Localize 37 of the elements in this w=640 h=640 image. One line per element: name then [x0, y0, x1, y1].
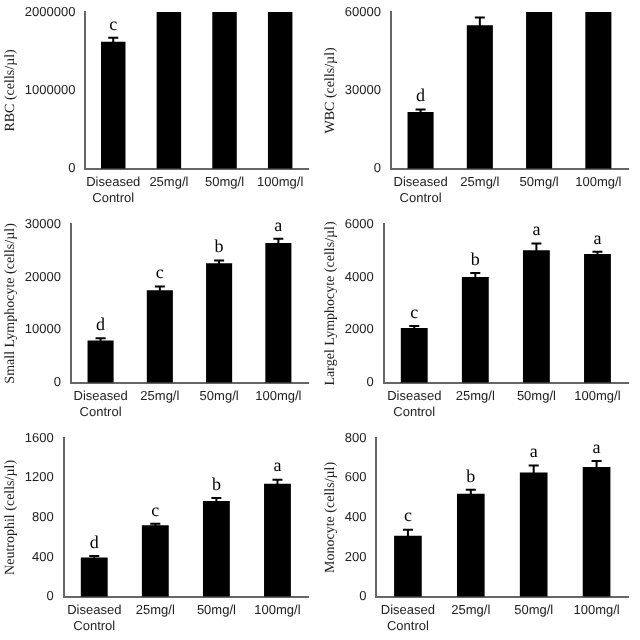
- annotation: c: [155, 262, 164, 283]
- bar: [146, 290, 173, 383]
- bar: [585, 12, 612, 169]
- annotation: a: [529, 441, 538, 462]
- bar: [202, 500, 230, 597]
- bar: [87, 340, 114, 383]
- bar: [141, 525, 169, 597]
- annotation: a: [532, 219, 541, 240]
- annotation: a: [592, 436, 601, 457]
- annotation: d: [89, 531, 100, 552]
- bar: [394, 535, 422, 597]
- bar: [206, 263, 233, 383]
- bar: [264, 483, 291, 597]
- bar: [407, 112, 434, 169]
- bar: [461, 276, 489, 383]
- annotation: c: [151, 499, 160, 520]
- annotation: a: [593, 227, 602, 248]
- bar: [400, 328, 428, 383]
- annotation: c: [403, 505, 412, 526]
- bar: [526, 12, 553, 169]
- annotation: c: [109, 13, 118, 34]
- bar: [265, 243, 292, 383]
- bar: [519, 472, 548, 597]
- bar: [456, 493, 485, 597]
- annotation: a: [273, 455, 282, 476]
- bar: [80, 557, 108, 597]
- annotation: d: [416, 85, 427, 106]
- annotation: b: [211, 473, 222, 494]
- annotation: d: [96, 314, 107, 335]
- annotation: b: [470, 248, 481, 269]
- bar: [582, 466, 611, 597]
- annotation: b: [466, 465, 477, 486]
- bar: [522, 250, 550, 383]
- annotation: a: [274, 214, 283, 235]
- annotation: c: [410, 301, 419, 322]
- annotation: b: [214, 236, 225, 257]
- bar: [584, 253, 611, 383]
